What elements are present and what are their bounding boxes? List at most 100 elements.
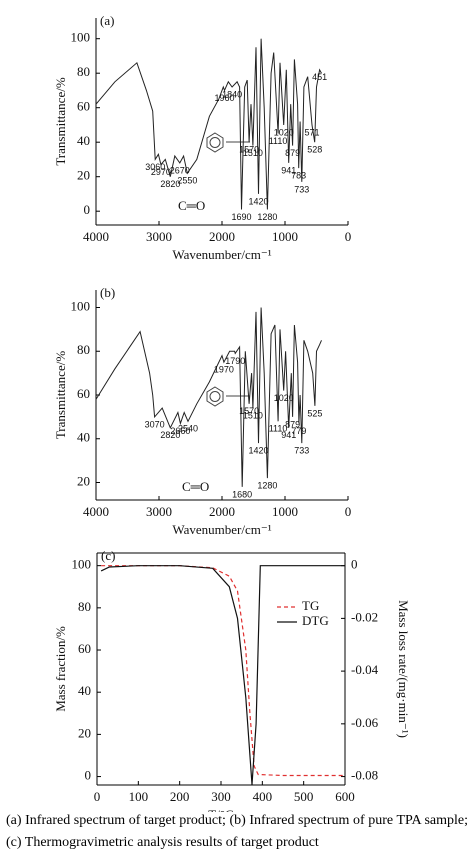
peak-label: 779 [291, 426, 306, 436]
peak-label: 941 [281, 165, 296, 175]
peak-label: 1020 [274, 127, 294, 137]
peak-label: 733 [294, 446, 309, 456]
x-tick-label: 0 [345, 504, 352, 519]
peak-label: 1280 [257, 212, 277, 222]
series-line [100, 565, 345, 785]
peak-label: 1570 [239, 145, 259, 155]
x-tick-label: 300 [211, 789, 231, 804]
legend-label: TG [302, 598, 319, 613]
y-tick-label: 100 [72, 557, 92, 572]
y-tick-label: 0 [84, 202, 91, 217]
peak-label: 879 [285, 148, 300, 158]
y-tick-label: 80 [78, 599, 91, 614]
x-axis-label: T/°C [208, 807, 233, 812]
peak-label: 941 [281, 430, 296, 440]
panel-label: (b) [100, 285, 115, 300]
peak-label: 1510 [243, 411, 263, 421]
y-tick-label: 40 [78, 683, 91, 698]
peak-label: 571 [305, 127, 320, 137]
y-tick-label: 100 [71, 298, 91, 313]
peak-label: 3060 [145, 162, 165, 172]
y2-tick-label: -0.06 [351, 715, 379, 730]
y-tick-label: 80 [77, 342, 90, 357]
y2-tick-label: -0.08 [351, 768, 378, 783]
peak-label: 1680 [232, 489, 252, 499]
peak-label: 1970 [214, 365, 234, 375]
y2-tick-label: 0 [351, 557, 358, 572]
y-tick-label: 100 [71, 30, 91, 45]
y2-axis-label: Mass loss rate/(mg·min⁻¹) [396, 600, 411, 738]
legend-label: DTG [302, 613, 329, 628]
y-tick-label: 80 [77, 64, 90, 79]
peak-label: 528 [307, 145, 322, 155]
peak-label: 1280 [257, 481, 277, 491]
y-axis-label: Transmittance/% [53, 77, 68, 166]
peak-label: 3070 [145, 419, 165, 429]
peak-label: 1690 [232, 212, 252, 222]
annotation: C═O [182, 479, 209, 494]
x-tick-label: 2000 [209, 229, 235, 244]
x-tick-label: 1000 [272, 504, 298, 519]
peak-label: 1420 [249, 196, 269, 206]
x-tick-label: 400 [253, 789, 273, 804]
peak-label: 1110 [269, 424, 288, 434]
peak-label: 879 [285, 419, 300, 429]
x-tick-label: 3000 [146, 229, 172, 244]
peak-label: 2660 [170, 426, 190, 436]
y-tick-label: 20 [77, 168, 90, 183]
x-tick-label: 3000 [146, 504, 172, 519]
peak-label: 525 [307, 408, 322, 418]
y-tick-label: 40 [77, 133, 90, 148]
y-tick-label: 0 [85, 768, 92, 783]
peak-label: 2540 [178, 424, 198, 434]
y-tick-label: 20 [78, 725, 91, 740]
y-axis-label: Mass fraction/% [53, 626, 68, 712]
x-tick-label: 500 [294, 789, 314, 804]
peak-label: 2820 [160, 430, 180, 440]
benzene-icon [206, 386, 250, 407]
x-tick-label: 2000 [209, 504, 235, 519]
x-tick-label: 600 [335, 789, 355, 804]
x-tick-label: 100 [129, 789, 149, 804]
annotation: C═O [178, 198, 205, 213]
peak-label: 733 [294, 184, 309, 194]
x-tick-label: 4000 [83, 229, 109, 244]
x-tick-label: 1000 [272, 229, 298, 244]
x-tick-label: 200 [170, 789, 190, 804]
caption: (a) Infrared spectrum of target product;… [6, 813, 468, 850]
x-tick-label: 0 [345, 229, 352, 244]
x-axis-label: Wavenumber/cm⁻¹ [172, 247, 271, 262]
y-tick-label: 40 [77, 430, 90, 445]
y-tick-label: 60 [78, 641, 91, 656]
spectrum-line [95, 307, 322, 487]
peak-label: 2820 [160, 179, 180, 189]
figure: 4000 3000 2000 1000 0020406080100Wavenumber/… [53, 13, 411, 812]
peak-label: 2970 [151, 167, 171, 177]
peak-label: 1960 [215, 93, 235, 103]
panel-label: (c) [101, 548, 115, 563]
y2-tick-label: -0.04 [351, 662, 379, 677]
peak-label: 1790 [225, 356, 245, 366]
y-tick-label: 60 [77, 99, 90, 114]
peak-label: 2670 [170, 165, 190, 175]
y-tick-label: 60 [77, 386, 90, 401]
peak-label: 1020 [274, 393, 294, 403]
peak-label: 783 [291, 170, 306, 180]
x-tick-label: 0 [94, 789, 101, 804]
peak-label: 1510 [243, 148, 263, 158]
x-axis-label: Wavenumber/cm⁻¹ [172, 522, 271, 537]
y-tick-label: 20 [77, 473, 90, 488]
peak-label: 1840 [222, 89, 242, 99]
x-tick-label: 4000 [83, 504, 109, 519]
spectrum-line [95, 38, 322, 210]
peak-label: 451 [312, 72, 327, 82]
y2-tick-label: -0.02 [351, 609, 378, 624]
peak-label: 1110 [269, 136, 288, 146]
benzene-icon [206, 132, 250, 153]
panel-label: (a) [100, 13, 114, 28]
y-axis-label: Transmittance/% [53, 351, 68, 440]
peak-label: 2550 [177, 176, 197, 186]
peak-label: 1570 [239, 406, 259, 416]
peak-label: 1420 [249, 446, 269, 456]
